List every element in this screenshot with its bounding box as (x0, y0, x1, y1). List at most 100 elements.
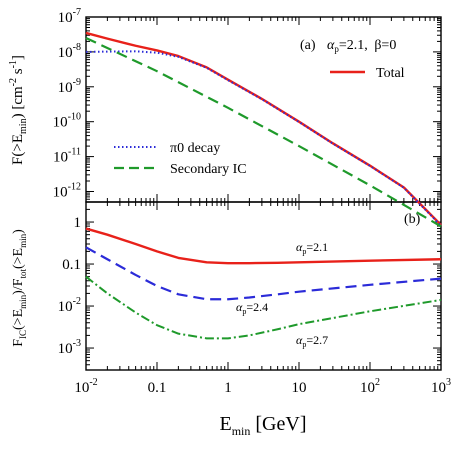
series-p-2-1 (85, 227, 442, 265)
y-tick-label-base: 10 (53, 150, 68, 166)
curve-label-2-7-val: =2.7 (306, 333, 328, 347)
xlabel-min: min (232, 424, 251, 438)
panel-b-annotation: (b) (404, 212, 421, 227)
y-tick-label-base: 10 (58, 341, 73, 357)
y-tick-label-base: 10 (58, 45, 73, 61)
y-tick-label-exponent: -9 (73, 77, 81, 88)
y-tick-label-base: 10 (58, 10, 73, 26)
curve-label-2-7-sub: p (302, 340, 306, 349)
y-tick-label-exponent: -10 (68, 112, 81, 123)
ylabel-b-tot: tot (18, 269, 28, 279)
ylabel-a-end: ] (10, 55, 26, 60)
ylabel-a-s: s (10, 68, 26, 78)
x-tick-label-base: 10 (431, 380, 446, 396)
x-tick-label-base: 10 (292, 380, 307, 396)
x-tick-label: 10-2 (74, 377, 97, 396)
panel-a-y-axis-label: F(>Emin) [cm-2 s-1] (8, 55, 29, 165)
xlabel-unit: [GeV] (250, 413, 306, 435)
y-tick-label: 10-11 (53, 147, 81, 166)
x-tick-label-base: 1 (224, 380, 232, 396)
panel-a-series (85, 31, 442, 228)
x-axis-label: Emin [GeV] (220, 413, 307, 438)
y-tick-label-exponent: -2 (73, 296, 81, 307)
ylabel-b-ic: IC (18, 330, 28, 339)
curve-label-2-1-val: =2.1 (306, 240, 328, 254)
x-tick-label: 0.1 (148, 380, 167, 396)
alpha-symbol: α (327, 38, 335, 53)
ylabel-a-unit: ) [cm (10, 86, 26, 118)
panel-a-annotation: (a) αp=2.1, β=0 (300, 38, 396, 54)
x-tick-label: 102 (360, 377, 380, 396)
y-tick-label-base: 10 (53, 115, 68, 131)
y-tick-label-exponent: -11 (68, 147, 81, 158)
y-tick-label-exponent: -3 (73, 338, 81, 349)
ylabel-b-5: ) (11, 229, 26, 234)
y-tick-label: 10-2 (58, 296, 81, 315)
panel-a-tag: (a) (300, 38, 316, 53)
ylabel-a-min: min (18, 118, 29, 134)
series-p-2-4 (85, 246, 442, 301)
curve-label-2-4-sub: p (242, 307, 246, 316)
curve-label-2-1: αp=2.1 (296, 240, 328, 256)
series-secondary-ic (85, 37, 442, 228)
x-tick-label-base: 0.1 (148, 380, 167, 396)
y-tick-label: 10-10 (53, 112, 81, 131)
x-tick-label: 103 (431, 377, 451, 396)
x-tick-label-base: 10 (360, 380, 375, 396)
curve-label-2-7-alpha: α (296, 333, 303, 347)
ylabel-b-1: F (11, 339, 26, 347)
alpha-subscript: p (334, 44, 339, 54)
panel-b-ticks (85, 201, 442, 371)
y-tick-label: 10-7 (58, 7, 81, 26)
series-p-2-7 (85, 275, 442, 340)
ylabel-b-min2: min (18, 233, 28, 248)
curve-label-2-4-val: =2.4 (246, 300, 268, 314)
ylabel-b-3: )/F (11, 278, 26, 295)
ylabel-b-min1: min (18, 294, 28, 309)
x-tick-label-exponent: 2 (375, 377, 380, 388)
x-tick-label-exponent: -2 (89, 377, 97, 388)
panel-b-y-tick-labels: 10.110-210-3 (58, 215, 81, 357)
y-tick-label-base: 10 (58, 80, 73, 96)
panel-b-y-axis-label: FIC(>Emin)/Ftot(>Emin) (11, 229, 28, 347)
y-tick-label-exponent: -12 (68, 181, 81, 192)
y-tick-label-base: 1 (74, 215, 82, 231)
ylabel-a-exp1: -2 (8, 78, 19, 86)
legend-pi0-text: π0 decay (170, 141, 220, 156)
x-tick-label-exponent: 3 (446, 377, 451, 388)
x-tick-labels: 10-2 0.1 1 10 102 103 (74, 377, 451, 396)
y-tick-label: 0.1 (62, 257, 81, 273)
y-tick-label: 1 (74, 215, 82, 231)
curve-label-2-1-alpha: α (296, 240, 303, 254)
y-tick-label: 10-9 (58, 77, 81, 96)
legend-pi0-label: π0 decay (170, 141, 220, 156)
x-tick-label: 10 (292, 380, 307, 396)
ylabel-a-exp2: -1 (8, 60, 19, 68)
ylabel-a-f: F(>E (10, 134, 26, 165)
y-tick-label-exponent: -8 (73, 42, 81, 53)
curve-label-2-4: αp=2.4 (236, 300, 268, 316)
curve-label-2-1-sub: p (302, 247, 306, 256)
legend-total-label: Total (376, 66, 405, 81)
y-tick-label-base: 10 (53, 184, 68, 200)
x-tick-label-base: 10 (74, 380, 89, 396)
series-total (85, 31, 442, 226)
beta-value: β=0 (374, 38, 396, 53)
y-tick-label-base: 10 (58, 299, 73, 315)
xlabel-e: E (220, 413, 232, 435)
y-tick-label-base: 0.1 (62, 257, 81, 273)
x-tick-label: 1 (224, 380, 232, 396)
panel-a-ticks (85, 16, 442, 203)
curve-label-2-7: αp=2.7 (296, 333, 328, 349)
y-tick-label: 10-12 (53, 181, 81, 200)
y-tick-label-exponent: -7 (73, 7, 81, 18)
ylabel-b-2: (>E (11, 309, 26, 330)
ylabel-b-4: (>E (11, 248, 26, 269)
legend: Total π0 decay Secondary IC (114, 66, 405, 177)
panel-b-series (85, 227, 442, 340)
y-tick-label: 10-8 (58, 42, 81, 61)
alpha-value: =2.1, (339, 38, 368, 53)
curve-label-2-4-alpha: α (236, 300, 243, 314)
